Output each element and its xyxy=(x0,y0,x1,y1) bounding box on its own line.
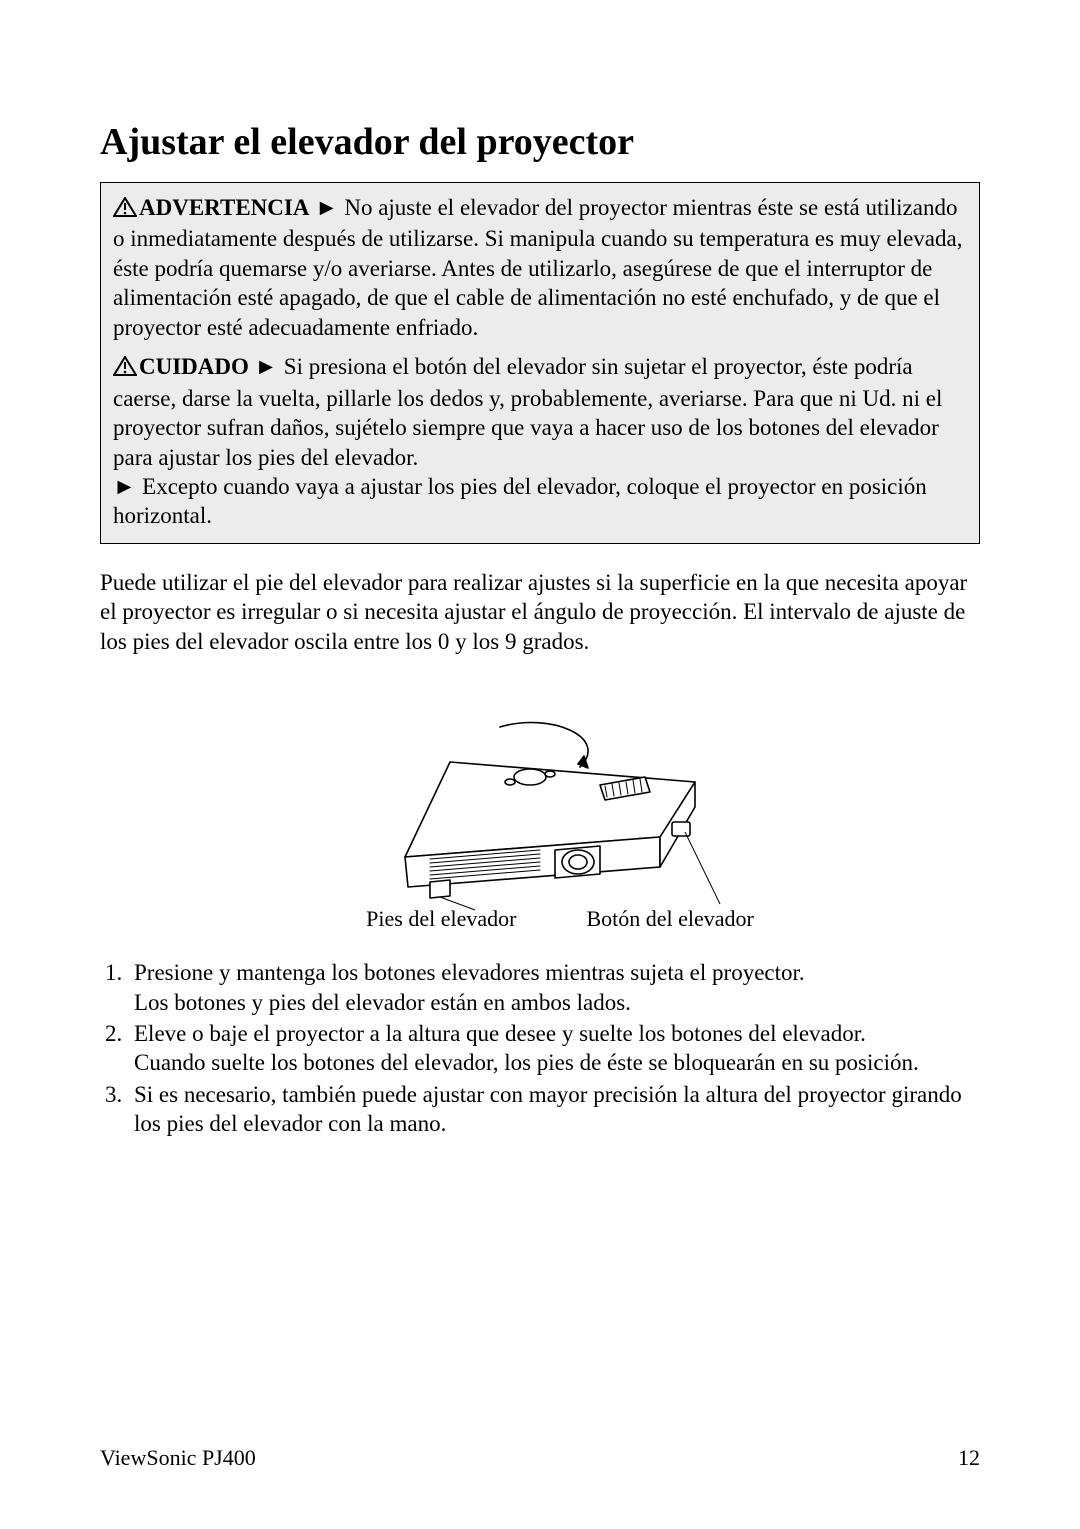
steps-list: Presione y mantenga los botones elevador… xyxy=(100,958,980,1139)
projector-illustration xyxy=(300,682,780,912)
step-item: Si es necesario, también puede ajustar c… xyxy=(128,1080,980,1139)
arrow-icon: ► xyxy=(113,473,142,499)
footer-product: ViewSonic PJ400 xyxy=(100,1445,256,1471)
page-footer: ViewSonic PJ400 12 xyxy=(100,1445,980,1471)
caution-label: CUIDADO xyxy=(139,354,249,379)
warning-triangle-icon xyxy=(113,354,137,383)
figure-caption-row: Pies del elevador Botón del elevador xyxy=(100,906,980,932)
caution-section: CUIDADO ► Si presiona el botón del eleva… xyxy=(113,352,967,531)
step-item: Presione y mantenga los botones elevador… xyxy=(128,958,980,1017)
arrow-icon: ► xyxy=(255,353,284,379)
document-page: Ajustar el elevador del proyector ADVERT… xyxy=(0,0,1080,1201)
intro-paragraph: Puede utilizar el pie del elevador para … xyxy=(100,568,980,656)
warning-callout-box: ADVERTENCIA ► No ajuste el elevador del … xyxy=(100,182,980,544)
step-text: Cuando suelte los botones del elevador, … xyxy=(134,1050,919,1075)
step-text: Si es necesario, también puede ajustar c… xyxy=(134,1082,962,1136)
step-text: Eleve o baje el proyector a la altura qu… xyxy=(134,1021,866,1046)
arrow-icon: ► xyxy=(315,194,344,220)
page-title: Ajustar el elevador del proyector xyxy=(100,120,980,164)
figure-caption-right: Botón del elevador xyxy=(586,906,753,932)
warning-section: ADVERTENCIA ► No ajuste el elevador del … xyxy=(113,193,967,342)
step-text: Los botones y pies del elevador están en… xyxy=(134,990,631,1015)
projector-figure: Pies del elevador Botón del elevador xyxy=(100,682,980,932)
step-text: Presione y mantenga los botones elevador… xyxy=(134,960,805,985)
footer-page-number: 12 xyxy=(958,1445,980,1471)
figure-caption-left: Pies del elevador xyxy=(366,906,516,932)
warning-triangle-icon xyxy=(113,195,137,224)
step-item: Eleve o baje el proyector a la altura qu… xyxy=(128,1019,980,1078)
caution-extra-bullet: Excepto cuando vaya a ajustar los pies d… xyxy=(113,474,927,528)
warning-label: ADVERTENCIA xyxy=(139,195,309,220)
